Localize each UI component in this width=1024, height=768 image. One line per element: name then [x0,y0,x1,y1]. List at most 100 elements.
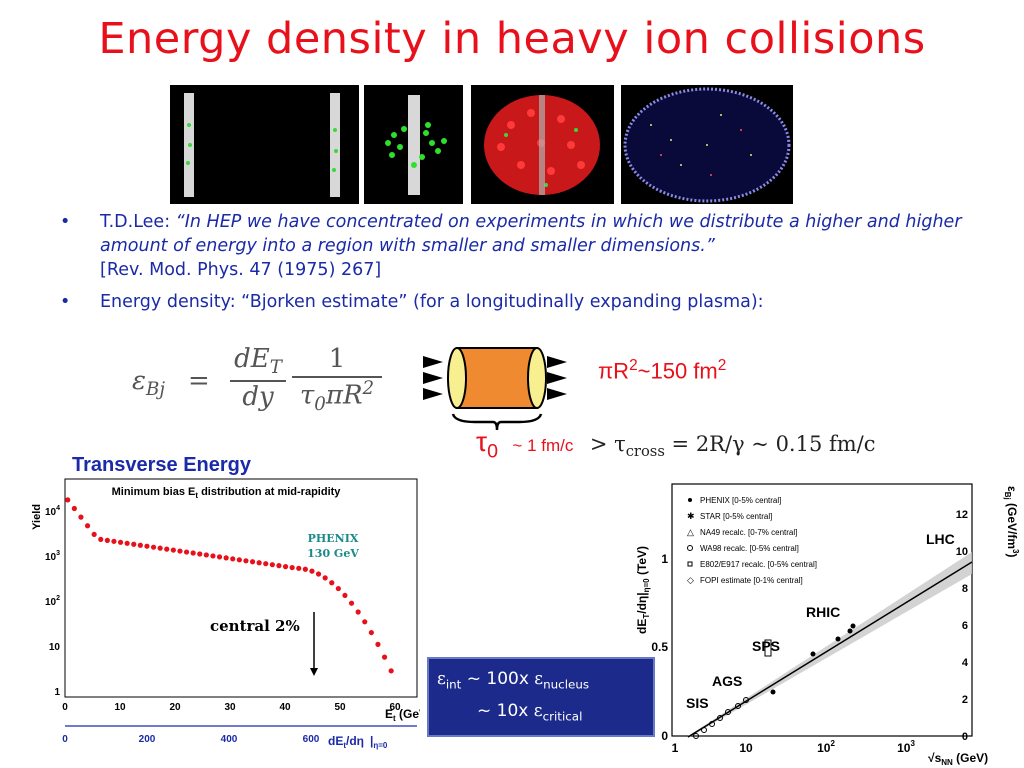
bjorken-formula: εBj = dET dy 1 τ0πR2 [132,344,392,424]
et-point [71,505,77,512]
right-y-axis-label: εBj (GeV/fm3) [1003,486,1020,558]
x-tick: 10 [739,741,753,755]
et-point [137,542,143,548]
legend-entry: E802/E917 recalc. [0-5% central] [700,560,817,569]
y-tick-left: 1 [661,552,668,566]
et-point [91,531,97,538]
x-tick: 103 [897,739,915,755]
y-tick: 1 [54,687,60,698]
expanding-plasma-image [621,85,793,204]
y-tick: 104 [45,505,60,518]
x2-tick: 600 [303,734,320,745]
y-tick: 103 [45,550,60,563]
bullet-lee-quote: • T.D.Lee: “In HEP we have concentrated … [60,210,990,282]
slide-title: Energy density in heavy ion collisions [98,14,926,64]
fit-error-band [688,552,972,738]
et-point [210,553,216,559]
transverse-energy-label: Transverse Energy [72,454,251,476]
x-tick: 1 [672,741,679,755]
plasma-cylinder-diagram [423,347,567,431]
et-point [243,558,249,564]
box-line-1: εint ~ 100x εnucleus [437,669,590,692]
area-label: πR2~150 fm2 [598,357,727,384]
et-point [388,668,394,674]
et-point [150,544,157,550]
et-point [190,550,196,556]
y-tick-right: 12 [956,509,968,521]
arrow-head [310,668,318,676]
x-tick: 102 [817,739,835,755]
et-point [164,546,170,552]
legend-energy: 130 GeV [307,547,359,560]
et-point [78,514,84,520]
et-point [170,547,176,553]
et-point [381,654,388,660]
et-point [84,523,91,529]
plot-title: Minimum bias Et distribution at mid-rapi… [112,486,342,500]
et-point [183,549,190,555]
et-point [230,556,236,562]
label-rhic: RHIC [806,604,840,620]
x-axis-label: √sNN (GeV) [928,751,988,766]
et-point [223,555,229,561]
et-distribution-plot: Minimum bias Et distribution at mid-rapi… [31,478,420,750]
et-point [157,545,163,551]
y-tick-left: 0.5 [651,640,668,654]
et-point [144,543,150,549]
x-tick: 20 [169,702,181,713]
y-tick-right: 6 [962,620,968,632]
et-point [375,641,381,647]
legend-phenix: PHENIX [308,532,359,545]
et-point [348,600,355,606]
et-point [203,552,209,558]
nuclei-collision-graphic [385,95,447,195]
label-sps: SPS [752,638,780,654]
et-point [309,568,315,574]
et-point [111,538,117,544]
bullet-marker: • [60,292,71,312]
lee-quote: “In HEP we have concentrated on experime… [100,212,962,256]
x2-tick: 200 [139,734,156,745]
et-point [131,541,137,547]
formula-epsilon: εBj [132,366,165,401]
et-point [124,540,130,546]
et-point [302,566,308,572]
label-lhc: LHC [926,531,955,547]
et-point [65,497,71,503]
x-tick: 60 [389,702,401,713]
legend-entry: STAR [0-5% central] [700,512,772,521]
label-ags: AGS [712,673,742,689]
x-tick: 40 [279,702,291,713]
y-tick-right: 8 [962,583,968,595]
et-point [117,539,124,545]
lee-prefix: T.D.Lee: [100,212,176,232]
et-data-series [65,497,394,674]
et-point [98,536,104,543]
x-tick: 0 [62,702,68,713]
legend-entry: NA49 recalc. [0-7% central] [700,528,797,537]
x-tick: 10 [114,702,126,713]
y-tick-left: 0 [661,729,668,743]
x2-axis-label: dEt/dη |η=0 [328,734,388,750]
legend-entry: PHENIX [0-5% central] [700,496,781,505]
y-tick-right: 2 [962,694,968,706]
central-annotation: central 2% [210,617,300,635]
formula-equals: = [188,366,210,396]
fireball-graphic [484,95,600,195]
label-sis: SIS [686,695,709,711]
et-point [329,580,335,586]
et-point [177,548,183,554]
et-point [216,554,223,560]
et-point [315,571,322,577]
et-point [269,562,275,568]
x-axis-label: Et (GeV) [385,707,420,723]
y-axis-label: Yield [31,504,43,530]
energy-ratio-box: εint ~ 100x εnucleus ~ 10x εcritical [427,657,655,737]
data-points [693,623,856,739]
bullet-list: • T.D.Lee: “In HEP we have concentrated … [60,210,990,314]
et-point [282,564,289,570]
et-point [197,551,203,557]
bjorken-text: Energy density: “Bjorken estimate” (for … [100,292,764,312]
et-point [276,563,282,569]
y-tick: 10 [49,642,61,653]
